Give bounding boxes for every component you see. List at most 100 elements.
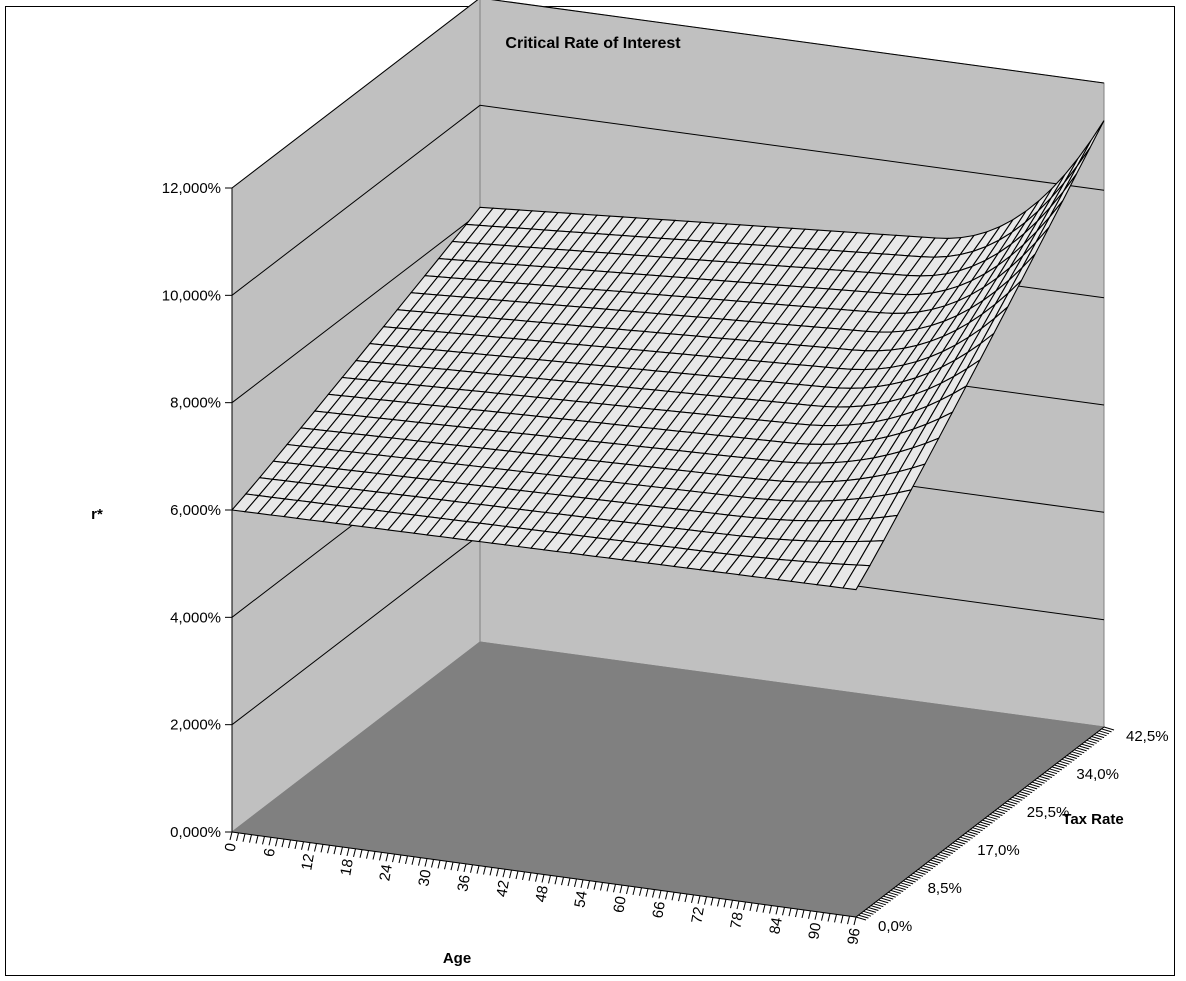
x-tick-label: 84 xyxy=(766,916,786,935)
x-tick-mark xyxy=(262,836,265,845)
tax-tick-mark xyxy=(1041,774,1053,778)
tax-tick-mark xyxy=(915,870,926,875)
tax-tick-mark xyxy=(960,836,971,841)
x-tick-mark xyxy=(496,868,499,877)
x-tick-label: 12 xyxy=(298,852,318,871)
tax-tick-mark xyxy=(858,914,869,919)
tax-tick-mark xyxy=(935,855,946,860)
x-tick-mark xyxy=(788,908,792,917)
x-tick-mark xyxy=(509,869,512,879)
tax-tick-mark xyxy=(883,895,894,900)
tax-tick-mark xyxy=(900,882,911,887)
x-tick-mark xyxy=(515,870,519,880)
x-tick-label: 24 xyxy=(376,863,396,882)
tax-tick-mark xyxy=(1079,745,1090,750)
tax-tick-mark xyxy=(940,851,951,856)
tax-tick-mark xyxy=(925,863,936,868)
x-tick-mark xyxy=(385,853,389,862)
x-tick-label: 30 xyxy=(415,868,435,887)
x-tick-mark xyxy=(411,856,415,865)
tax-tick-mark xyxy=(917,869,929,873)
tax-tick-mark xyxy=(885,893,896,898)
x-tick-mark xyxy=(814,911,818,920)
tick-labels: 0,000% 2,000% 4,000% 6,000% 8,000% 10,000% 12,… xyxy=(162,180,1169,946)
x-tick-mark xyxy=(255,835,259,844)
x-tick-mark xyxy=(749,902,753,911)
x-tick-label: 96 xyxy=(844,927,864,946)
x-tick-mark xyxy=(405,855,408,865)
tax-tick-mark xyxy=(984,817,996,822)
x-tick-mark xyxy=(249,834,252,843)
tax-tick-mark xyxy=(947,846,958,851)
tax-tick-mark xyxy=(987,815,998,820)
x-tick-mark xyxy=(639,887,642,896)
tax-tick-mark xyxy=(1071,751,1082,756)
x-tick-mark xyxy=(853,916,857,926)
tax-tick-mark xyxy=(1091,736,1102,740)
tax-tick-mark xyxy=(1084,741,1095,746)
x-tick-mark xyxy=(769,905,772,914)
tax-tick-mark xyxy=(937,853,948,858)
x-tick-mark xyxy=(710,897,714,906)
x-tick-label: 90 xyxy=(805,921,825,940)
tax-tick-mark xyxy=(967,831,978,835)
tax-tick-mark xyxy=(890,889,901,894)
gridline xyxy=(231,104,1105,296)
tax-tick-mark xyxy=(997,808,1008,813)
surface-cell xyxy=(842,564,871,591)
x-tick-mark xyxy=(652,889,655,898)
tax-tick-mark xyxy=(1002,804,1013,809)
tax-tick-label: 34,0% xyxy=(1076,766,1119,783)
tax-tick-mark xyxy=(868,907,879,911)
x-tick-mark xyxy=(704,896,707,905)
tax-tick-mark xyxy=(902,880,914,885)
tax-tick-mark xyxy=(1009,798,1020,803)
x-tick-mark xyxy=(580,879,584,888)
x-tick-mark xyxy=(782,907,785,916)
x-tick-mark xyxy=(457,862,460,872)
y-tick-label: 2,000% xyxy=(170,717,221,734)
tax-tick-mark xyxy=(930,859,941,864)
tax-tick-mark xyxy=(893,888,904,892)
x-tick-mark xyxy=(359,849,363,858)
x-tick-mark xyxy=(645,888,649,897)
tax-tick-mark xyxy=(927,861,939,866)
tax-tick-mark xyxy=(1054,764,1065,769)
tax-tick-mark xyxy=(1066,755,1077,759)
tax-tick-mark xyxy=(1017,793,1028,797)
tax-tick-mark xyxy=(964,832,976,837)
tax-tick-mark xyxy=(969,829,981,834)
tax-tick-mark xyxy=(1088,737,1100,742)
x-tick-label: 6 xyxy=(261,847,279,858)
x-tick-label: 54 xyxy=(571,890,591,909)
tax-tick-mark xyxy=(1012,796,1023,801)
x-tick-label: 0 xyxy=(222,842,240,853)
tax-tick-mark xyxy=(979,821,991,826)
x-tick-mark xyxy=(801,909,805,919)
tax-tick-mark xyxy=(907,876,919,881)
x-tick-mark xyxy=(418,857,421,866)
tax-tick-mark xyxy=(1022,789,1033,794)
tax-tick-mark xyxy=(972,827,983,832)
x-tick-mark xyxy=(366,850,369,859)
x-tick-mark xyxy=(470,864,473,873)
x-tick-mark xyxy=(353,848,356,857)
x-tick-mark xyxy=(535,873,538,882)
tax-tick-mark xyxy=(1061,758,1072,763)
x-tick-mark xyxy=(808,910,811,919)
x-tick-mark xyxy=(489,867,493,876)
x-tick-mark xyxy=(307,842,311,851)
x-tick-label: 72 xyxy=(688,905,708,924)
tax-tick-mark xyxy=(1039,775,1050,780)
x-tick-mark xyxy=(346,847,350,857)
x-tick-mark xyxy=(275,838,278,847)
tax-tick-mark xyxy=(880,897,891,902)
x-tick-mark xyxy=(567,877,571,887)
x-axis-title: Age xyxy=(443,950,471,967)
x-tick-mark xyxy=(821,912,824,921)
x-tick-mark xyxy=(476,865,480,874)
x-tick-label: 78 xyxy=(727,911,747,930)
x-tick-mark xyxy=(424,858,428,867)
x-tick-mark xyxy=(372,851,376,860)
x-tick-mark xyxy=(574,878,577,888)
